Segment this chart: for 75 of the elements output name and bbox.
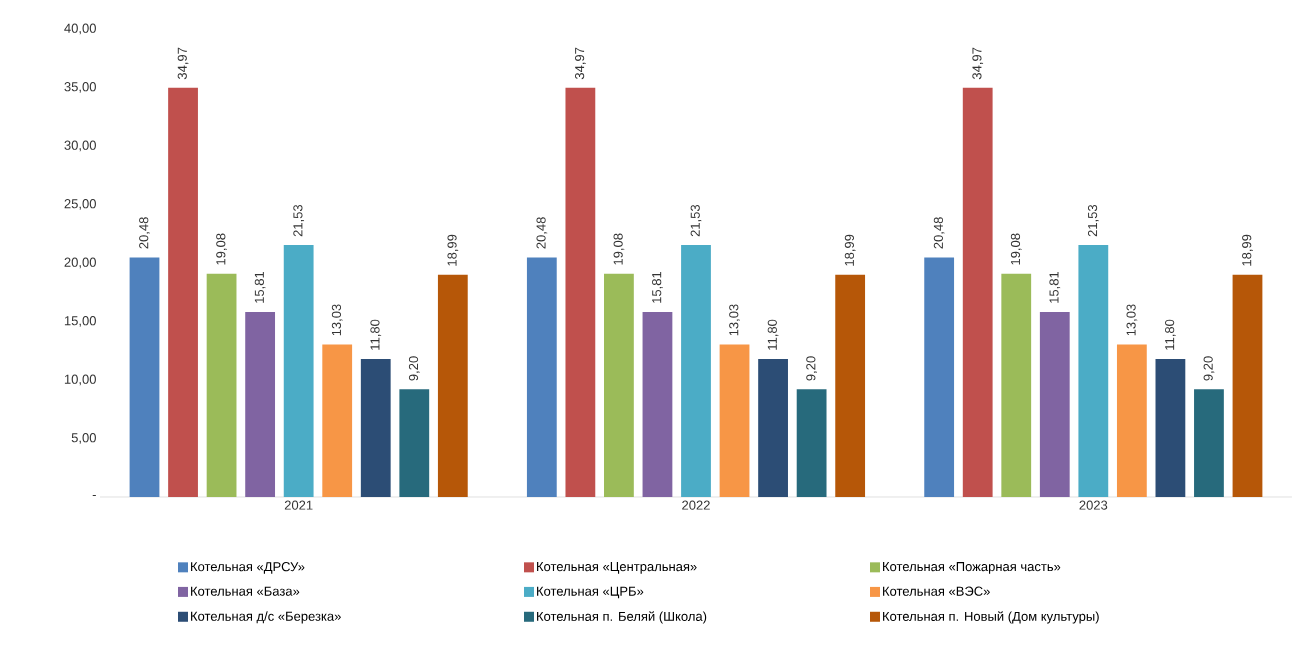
bar	[681, 245, 711, 497]
bar	[1155, 358, 1186, 497]
bar	[399, 389, 430, 497]
bar	[604, 273, 634, 497]
data-label: 18,99	[844, 234, 856, 266]
data-label: 9,20	[806, 356, 817, 381]
data-label: 15,81	[254, 271, 266, 303]
y-tick-label: 35,00	[64, 82, 96, 93]
x-tick-label: 2021	[284, 500, 313, 510]
legend-label: Котельная «База»	[191, 586, 300, 596]
y-tick-label: 20,00	[64, 257, 96, 269]
bar	[360, 358, 391, 497]
y-tick-label: -	[92, 495, 96, 497]
data-label: 34,97	[972, 47, 984, 80]
bar	[526, 257, 557, 497]
legend-label: Котельная «ЦРБ»	[537, 586, 644, 599]
x-tick-label: 2023	[1079, 500, 1108, 510]
bar	[642, 312, 673, 497]
bar	[719, 344, 750, 497]
bar	[206, 273, 237, 497]
bar	[168, 87, 198, 497]
y-tick-label: 25,00	[64, 199, 96, 210]
bar	[796, 389, 827, 497]
data-label: 20,48	[536, 217, 548, 249]
data-label: 13,03	[331, 304, 343, 336]
bar	[322, 344, 353, 497]
bar	[1232, 274, 1263, 497]
bar	[565, 87, 596, 497]
legend-label: Котельная «Пожарная часть»	[883, 562, 1061, 574]
bar	[437, 274, 468, 497]
data-label: 15,81	[652, 271, 663, 303]
y-tick-label: 10,00	[64, 374, 96, 386]
legend-label: Котельная «ВЭС»	[883, 586, 990, 596]
legend-label: Котельная п. Новый (Дом культуры)	[883, 611, 1099, 624]
data-label: 19,08	[216, 233, 227, 265]
legend-label: Котельная «Центральная»	[537, 562, 697, 574]
data-label: 21,53	[690, 204, 702, 237]
data-label: 19,08	[1010, 233, 1022, 265]
data-label: 20,48	[933, 217, 945, 249]
bar	[758, 358, 788, 497]
y-tick-label: 30,00	[64, 140, 96, 152]
data-label: 11,80	[767, 319, 779, 350]
data-label: 34,97	[177, 47, 189, 80]
data-label: 15,81	[1049, 271, 1061, 303]
x-tick-label: 2022	[682, 500, 710, 510]
y-tick-label: 40,00	[64, 23, 96, 35]
legend-label: Котельная п. Беляй (Школа)	[537, 611, 707, 624]
data-label: 18,99	[447, 234, 459, 266]
bar	[924, 257, 955, 497]
bar	[245, 312, 276, 497]
data-label: 11,80	[1165, 319, 1176, 350]
legend-label: Котельная «ДРСУ»	[191, 562, 305, 574]
bar	[1116, 344, 1147, 497]
bar	[1039, 312, 1070, 497]
legend-label: Котельная д/с «Березка»	[191, 611, 341, 624]
bar	[129, 257, 160, 497]
data-label: 13,03	[1126, 304, 1138, 336]
data-label: 9,20	[1203, 356, 1215, 381]
bar	[1078, 245, 1109, 497]
bar	[1194, 389, 1224, 497]
data-label: 11,80	[370, 319, 382, 350]
y-tick-label: 15,00	[64, 316, 96, 327]
bar	[962, 87, 993, 497]
data-label: 21,53	[293, 204, 305, 237]
bar	[835, 274, 866, 497]
data-label: 9,20	[408, 356, 420, 381]
data-label: 13,03	[729, 304, 740, 336]
data-label: 20,48	[139, 217, 150, 249]
data-label: 34,97	[575, 47, 586, 80]
data-label: 19,08	[613, 233, 625, 265]
y-tick-label: 5,00	[71, 433, 96, 444]
data-label: 21,53	[1087, 204, 1099, 237]
bar	[283, 245, 314, 497]
bar	[1001, 273, 1032, 497]
data-label: 18,99	[1242, 234, 1253, 266]
